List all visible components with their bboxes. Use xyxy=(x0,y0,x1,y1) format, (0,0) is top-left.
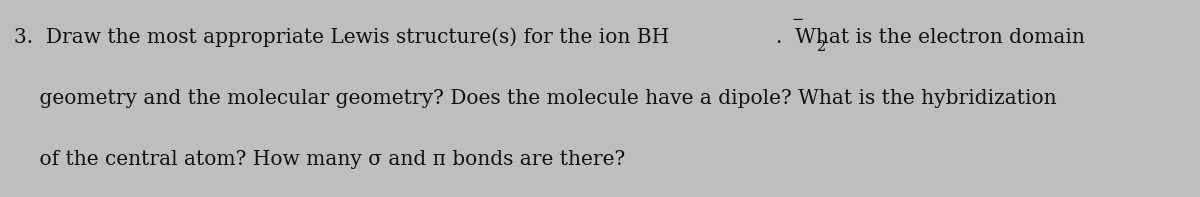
Text: −: − xyxy=(792,13,804,27)
Text: .  What is the electron domain: . What is the electron domain xyxy=(776,28,1085,47)
Text: geometry and the molecular geometry? Does the molecule have a dipole? What is th: geometry and the molecular geometry? Doe… xyxy=(14,89,1057,108)
Text: 2: 2 xyxy=(816,40,826,54)
Text: 3.  Draw the most appropriate Lewis structure(s) for the ion BH: 3. Draw the most appropriate Lewis struc… xyxy=(14,28,670,47)
Text: of the central atom? How many σ and π bonds are there?: of the central atom? How many σ and π bo… xyxy=(14,151,625,169)
